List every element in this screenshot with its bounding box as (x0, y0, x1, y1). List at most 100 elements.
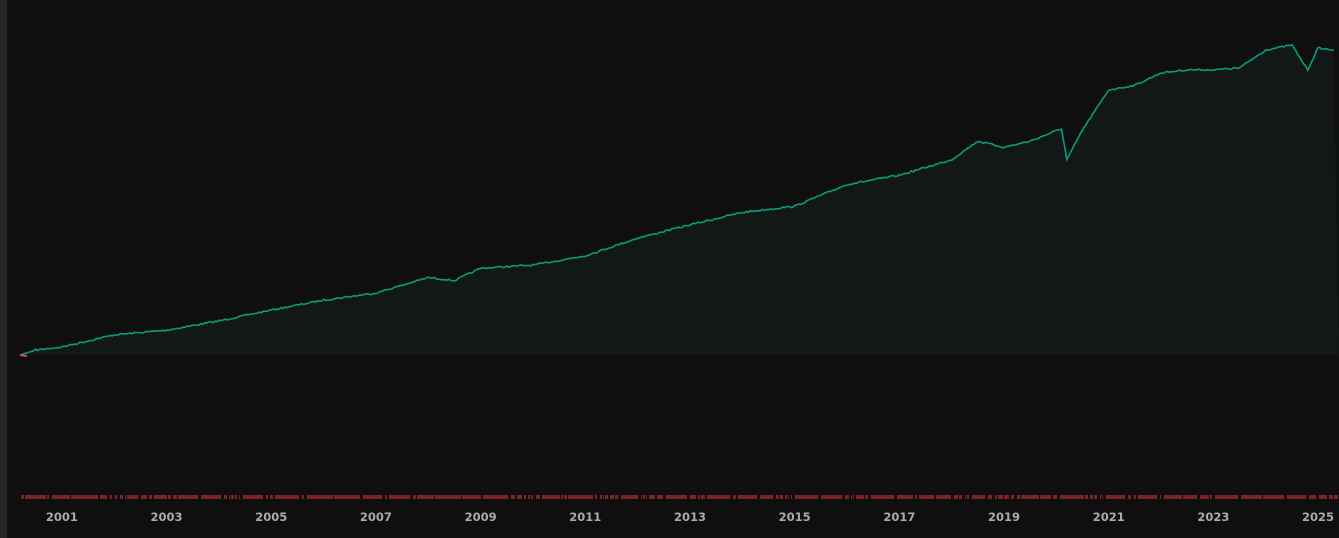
drawdown-mark (959, 495, 962, 499)
drawdown-mark (1287, 495, 1306, 499)
drawdown-mark (524, 495, 526, 499)
drawdown-mark (646, 495, 647, 499)
drawdown-mark (141, 495, 147, 499)
drawdown-mark (1090, 495, 1093, 499)
drawdown-mark (511, 495, 515, 499)
drawdown-mark (25, 495, 46, 499)
drawdown-mark (1085, 495, 1088, 499)
drawdown-mark (1200, 495, 1209, 499)
drawdown-mark (149, 495, 152, 499)
drawdown-mark (115, 495, 117, 499)
x-tick-label: 2001 (46, 510, 78, 524)
drawdown-mark (154, 495, 167, 499)
drawdown-mark (334, 495, 360, 499)
drawdown-mark (417, 495, 434, 499)
x-tick-label: 2025 (1302, 510, 1334, 524)
drawdown-mark (738, 495, 757, 499)
drawdown-mark (641, 495, 642, 499)
drawdown-mark (780, 495, 783, 499)
drawdown-mark (542, 495, 560, 499)
drawdown-mark (643, 495, 645, 499)
drawdown-mark (649, 495, 655, 499)
drawdown-mark (791, 495, 792, 499)
drawdown-mark (389, 495, 410, 499)
drawdown-mark (785, 495, 787, 499)
drawdown-mark (275, 495, 299, 499)
drawdown-mark (302, 495, 304, 499)
drawdown-mark (483, 495, 508, 499)
drawdown-mark (201, 495, 221, 499)
drawdown-mark (1164, 495, 1182, 499)
drawdown-mark (173, 495, 177, 499)
drawdown-mark (1263, 495, 1284, 499)
x-tick-label: 2015 (779, 510, 811, 524)
drawdown-mark (845, 495, 849, 499)
drawdown-mark (988, 495, 992, 499)
drawdown-mark (776, 495, 779, 499)
drawdown-mark (621, 495, 638, 499)
x-tick-label: 2019 (988, 510, 1020, 524)
initial-drawdown-line (19, 354, 28, 357)
drawdown-mark (385, 495, 387, 499)
drawdown-mark (1094, 495, 1097, 499)
drawdown-mark (239, 495, 240, 499)
drawdown-mark (1102, 495, 1103, 499)
drawdown-mark (561, 495, 563, 499)
drawdown-mark (52, 495, 70, 499)
drawdown-mark (603, 495, 604, 499)
drawdown-mark (615, 495, 618, 499)
drawdown-mark (1134, 495, 1136, 499)
drawdown-mark (536, 495, 540, 499)
drawdown-mark (100, 495, 107, 499)
drawdown-mark (851, 495, 852, 499)
drawdown-mark (1011, 495, 1014, 499)
x-tick-label: 2009 (465, 510, 497, 524)
drawdown-mark (919, 495, 934, 499)
drawdown-mark (270, 495, 273, 499)
drawdown-mark (47, 495, 49, 499)
drawdown-mark (266, 495, 268, 499)
drawdown-mark (666, 495, 687, 499)
drawdown-mark (127, 495, 138, 499)
drawdown-mark (998, 495, 1003, 499)
drawdown-mark (224, 495, 227, 499)
drawdown-mark (707, 495, 730, 499)
drawdown-mark (865, 495, 868, 499)
drawdown-mark (795, 495, 818, 499)
drawdown-mark (110, 495, 112, 499)
x-tick-label: 2003 (151, 510, 183, 524)
x-tick-label: 2007 (360, 510, 392, 524)
drawdown-mark (1004, 495, 1009, 499)
drawdown-mark (995, 495, 997, 499)
drawdown-mark (363, 495, 382, 499)
drawdown-mark (821, 495, 842, 499)
drawdown-mark (871, 495, 894, 499)
drawdown-mark (1334, 495, 1338, 499)
x-tick-label: 2011 (569, 510, 601, 524)
drawdown-mark (1021, 495, 1039, 499)
drawdown-mark (1017, 495, 1020, 499)
drawdown-mark (1183, 495, 1197, 499)
x-tick-label: 2005 (255, 510, 287, 524)
drawdown-mark (856, 495, 864, 499)
drawdown-mark (605, 495, 608, 499)
drawdown-mark (125, 495, 126, 499)
drawdown-mark (1053, 495, 1057, 499)
drawdown-mark (229, 495, 230, 499)
drawdown-mark (435, 495, 461, 499)
drawdown-mark (531, 495, 533, 499)
drawdown-mark (1210, 495, 1212, 499)
drawdown-mark (853, 495, 854, 499)
drawdown-mark (936, 495, 951, 499)
drawdown-mark (517, 495, 522, 499)
x-tick-label: 2021 (1093, 510, 1125, 524)
drawdown-mark (1040, 495, 1051, 499)
drawdown-mark (610, 495, 614, 499)
drawdown-mark (690, 495, 696, 499)
drawdown-mark (1309, 495, 1316, 499)
drawdown-mark (413, 495, 416, 499)
drawdown-mark (954, 495, 958, 499)
drawdown-mark (1329, 495, 1333, 499)
drawdown-mark (1100, 495, 1101, 499)
